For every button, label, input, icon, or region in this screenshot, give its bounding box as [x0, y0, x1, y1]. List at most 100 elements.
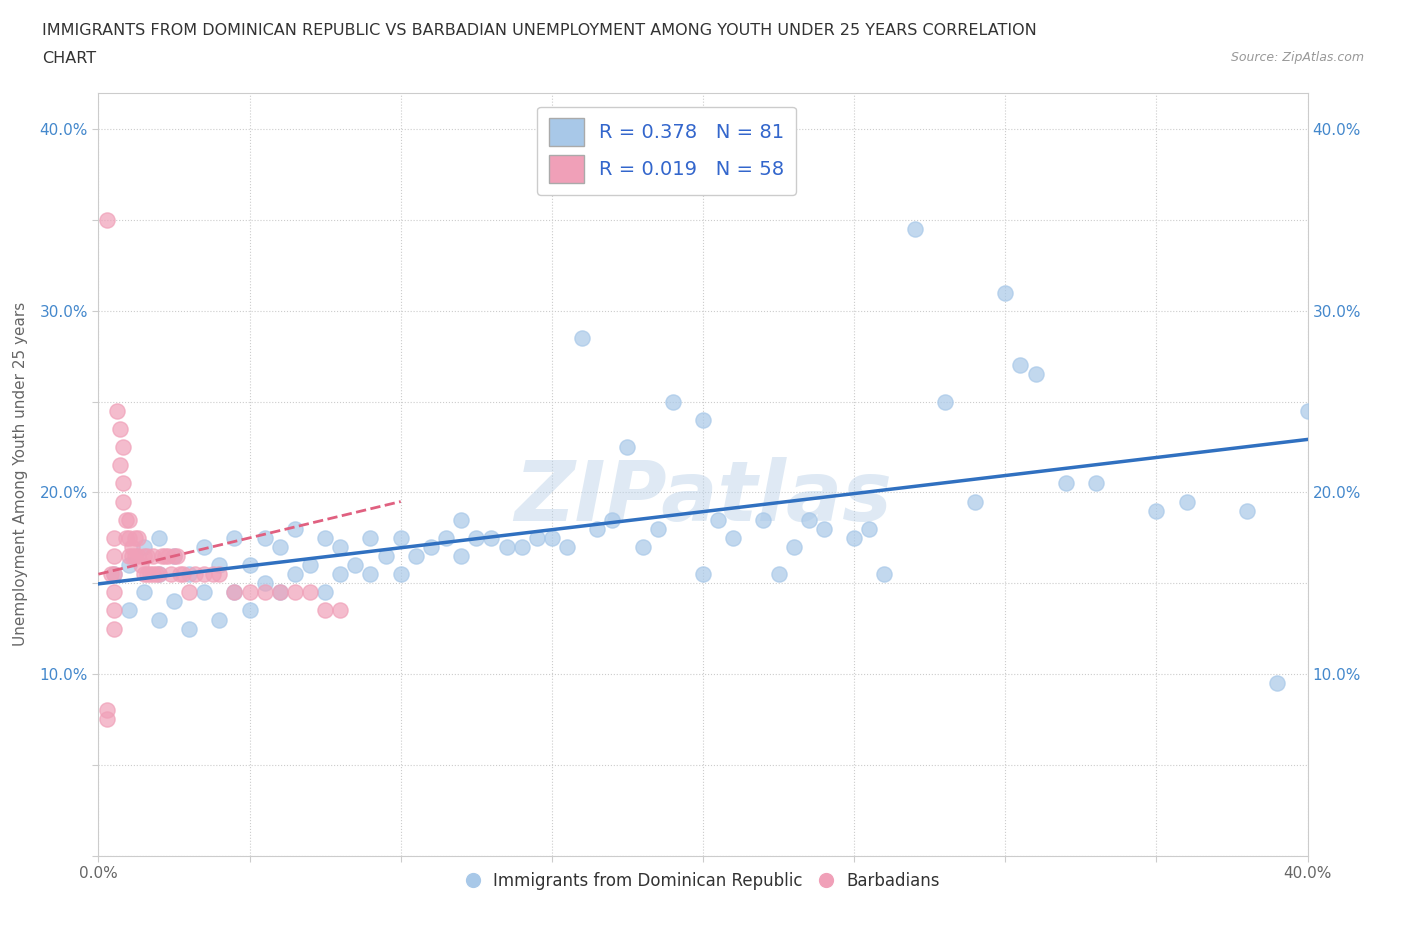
Point	[179, 621, 201, 636]
Point	[105, 404, 128, 418]
Text: Source: ZipAtlas.com: Source: ZipAtlas.com	[1230, 51, 1364, 64]
Point	[314, 585, 336, 600]
Point	[111, 476, 134, 491]
Point	[329, 539, 352, 554]
Point	[148, 566, 170, 581]
Point	[965, 494, 987, 509]
Point	[284, 522, 307, 537]
Point	[103, 603, 125, 618]
Point	[108, 458, 131, 472]
Point	[586, 522, 609, 537]
Point	[661, 394, 683, 409]
Point	[208, 558, 231, 573]
Point	[239, 603, 262, 618]
Point	[723, 530, 745, 545]
Point	[434, 530, 457, 545]
Point	[299, 558, 322, 573]
Point	[844, 530, 866, 545]
Point	[142, 566, 165, 581]
Point	[172, 566, 194, 581]
Point	[389, 530, 412, 545]
Point	[768, 566, 790, 581]
Point	[121, 549, 143, 564]
Point	[253, 530, 276, 545]
Point	[692, 566, 714, 581]
Point	[142, 549, 165, 564]
Point	[139, 566, 162, 581]
Point	[193, 539, 215, 554]
Point	[616, 440, 638, 455]
Point	[184, 566, 207, 581]
Point	[783, 539, 806, 554]
Point	[239, 558, 262, 573]
Point	[132, 585, 155, 600]
Point	[344, 558, 367, 573]
Point	[555, 539, 578, 554]
Point	[284, 566, 307, 581]
Point	[96, 712, 118, 727]
Point	[129, 558, 152, 573]
Point	[1010, 358, 1032, 373]
Point	[526, 530, 548, 545]
Point	[193, 566, 215, 581]
Point	[224, 530, 246, 545]
Point	[465, 530, 488, 545]
Point	[96, 213, 118, 228]
Point	[253, 576, 276, 591]
Point	[103, 530, 125, 545]
Point	[118, 558, 141, 573]
Point	[450, 512, 472, 527]
Point	[450, 549, 472, 564]
Point	[571, 331, 593, 346]
Point	[132, 566, 155, 581]
Point	[994, 286, 1017, 300]
Text: ZIPatlas: ZIPatlas	[515, 457, 891, 538]
Point	[540, 530, 562, 545]
Point	[121, 539, 143, 554]
Point	[269, 539, 291, 554]
Point	[145, 566, 167, 581]
Point	[135, 549, 157, 564]
Point	[163, 549, 186, 564]
Point	[124, 530, 146, 545]
Point	[253, 585, 276, 600]
Point	[329, 566, 352, 581]
Point	[934, 394, 956, 409]
Point	[1085, 476, 1108, 491]
Point	[103, 549, 125, 564]
Point	[707, 512, 730, 527]
Point	[405, 549, 427, 564]
Point	[156, 549, 179, 564]
Point	[1236, 503, 1258, 518]
Point	[103, 566, 125, 581]
Point	[208, 612, 231, 627]
Point	[329, 603, 352, 618]
Point	[1175, 494, 1198, 509]
Point	[114, 512, 136, 527]
Point	[208, 566, 231, 581]
Point	[166, 549, 188, 564]
Point	[163, 594, 186, 609]
Point	[132, 539, 155, 554]
Point	[179, 585, 201, 600]
Point	[103, 585, 125, 600]
Point	[873, 566, 896, 581]
Point	[100, 566, 122, 581]
Point	[127, 549, 149, 564]
Point	[163, 549, 186, 564]
Point	[148, 612, 170, 627]
Point	[118, 512, 141, 527]
Legend: Immigrants from Dominican Republic, Barbadians: Immigrants from Dominican Republic, Barb…	[460, 866, 946, 897]
Point	[118, 603, 141, 618]
Text: IMMIGRANTS FROM DOMINICAN REPUBLIC VS BARBADIAN UNEMPLOYMENT AMONG YOUTH UNDER 2: IMMIGRANTS FROM DOMINICAN REPUBLIC VS BA…	[42, 23, 1038, 38]
Point	[904, 221, 927, 236]
Point	[360, 530, 382, 545]
Point	[135, 566, 157, 581]
Point	[389, 566, 412, 581]
Point	[118, 549, 141, 564]
Point	[108, 421, 131, 436]
Point	[96, 703, 118, 718]
Point	[153, 549, 176, 564]
Point	[374, 549, 396, 564]
Point	[752, 512, 775, 527]
